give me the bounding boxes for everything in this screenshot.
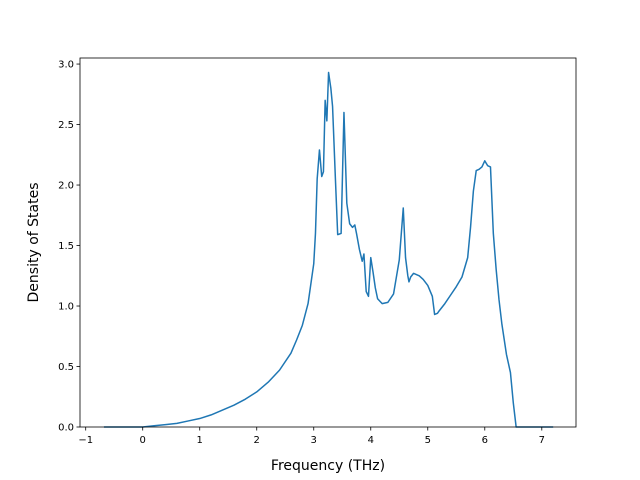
y-axis-label: Density of States bbox=[26, 183, 42, 303]
y-axis-ticks: 0.0 0.5 1.0 1.5 2.0 2.5 3.0 bbox=[58, 60, 80, 434]
x-tick-label: −1 bbox=[78, 435, 93, 446]
x-tick-label: 6 bbox=[482, 435, 488, 446]
x-tick-label: 1 bbox=[197, 435, 203, 446]
x-tick-label: 2 bbox=[254, 435, 260, 446]
y-tick-label: 1.0 bbox=[58, 302, 74, 313]
x-tick-label: 0 bbox=[140, 435, 146, 446]
x-tick-label: 3 bbox=[311, 435, 317, 446]
y-tick-label: 0.0 bbox=[58, 423, 74, 434]
axes-frame bbox=[79, 57, 577, 428]
x-tick-label: 7 bbox=[539, 435, 545, 446]
x-axis-ticks: −1 0 1 2 3 4 5 6 7 bbox=[78, 427, 545, 446]
plot-area bbox=[103, 71, 554, 428]
x-tick-label: 4 bbox=[368, 435, 374, 446]
y-tick-label: 2.5 bbox=[58, 120, 74, 131]
y-tick-label: 0.5 bbox=[58, 362, 74, 373]
dos-line-series-0 bbox=[103, 71, 554, 428]
y-tick-label: 2.0 bbox=[58, 181, 74, 192]
y-tick-label: 3.0 bbox=[58, 60, 74, 71]
x-axis-label: Frequency (THz) bbox=[271, 458, 385, 474]
x-tick-label: 5 bbox=[425, 435, 431, 446]
y-tick-label: 1.5 bbox=[58, 241, 74, 252]
